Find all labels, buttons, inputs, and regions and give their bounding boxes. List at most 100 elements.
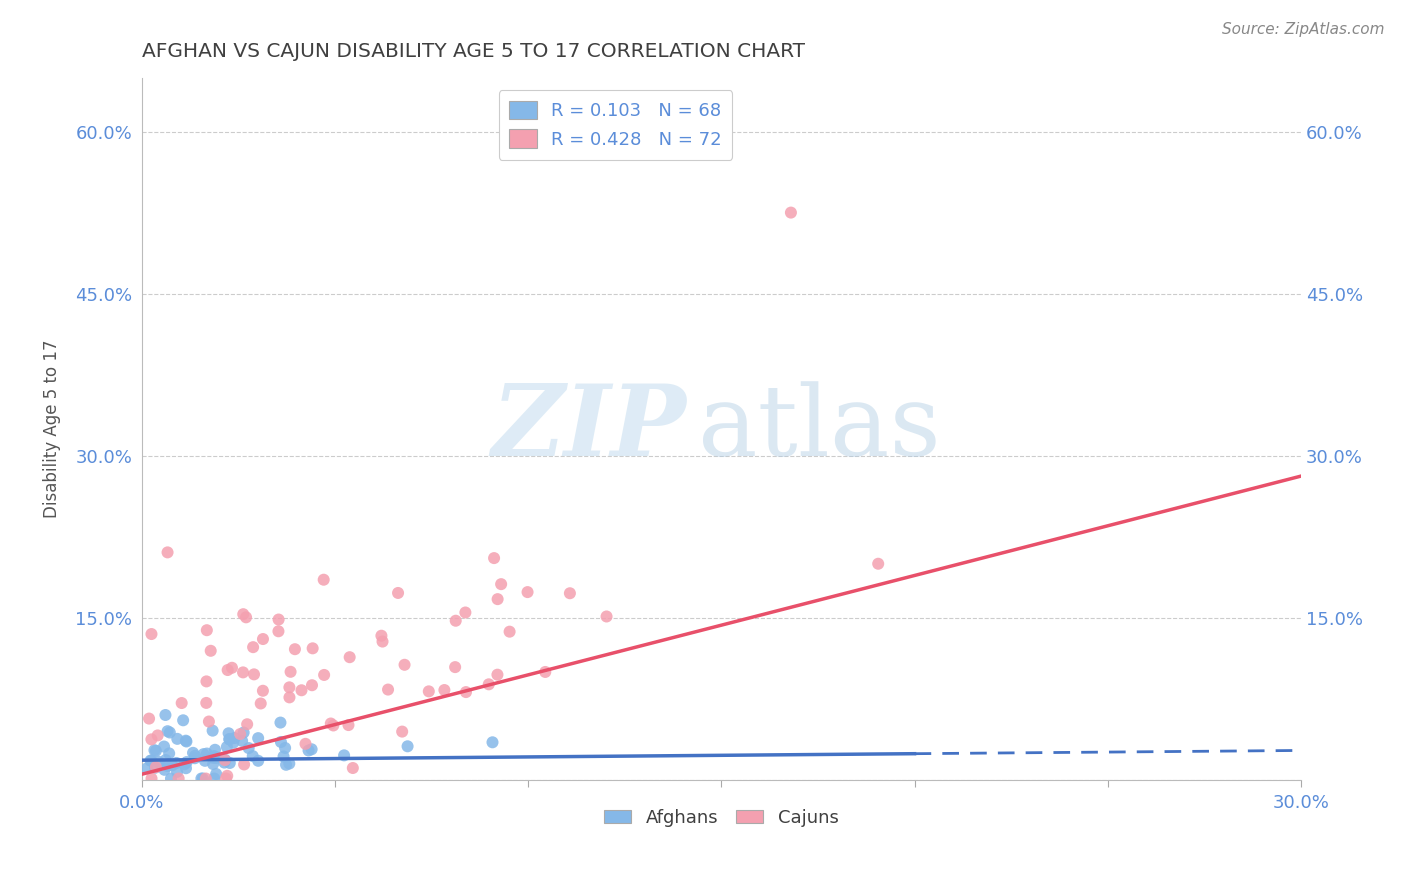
Point bbox=[322, 718, 344, 732]
Point bbox=[482, 551, 505, 566]
Point bbox=[433, 683, 456, 698]
Point bbox=[370, 629, 392, 643]
Point bbox=[221, 661, 243, 675]
Point bbox=[231, 734, 253, 748]
Point bbox=[166, 764, 188, 779]
Point bbox=[371, 634, 394, 648]
Point bbox=[174, 761, 197, 775]
Point bbox=[236, 717, 259, 731]
Point bbox=[516, 585, 538, 599]
Point bbox=[146, 728, 169, 742]
Point bbox=[215, 739, 238, 754]
Point bbox=[301, 678, 323, 692]
Point bbox=[280, 665, 302, 679]
Point bbox=[156, 724, 179, 739]
Point bbox=[418, 684, 440, 698]
Point bbox=[157, 747, 180, 761]
Point bbox=[170, 696, 193, 710]
Point bbox=[145, 744, 167, 758]
Point bbox=[314, 668, 336, 682]
Text: AFGHAN VS CAJUN DISABILITY AGE 5 TO 17 CORRELATION CHART: AFGHAN VS CAJUN DISABILITY AGE 5 TO 17 C… bbox=[142, 42, 804, 61]
Point bbox=[176, 755, 198, 769]
Point bbox=[233, 757, 256, 772]
Point bbox=[278, 681, 301, 695]
Point bbox=[224, 731, 246, 745]
Point bbox=[195, 624, 218, 638]
Point bbox=[243, 667, 266, 681]
Point bbox=[396, 739, 419, 754]
Point bbox=[193, 747, 215, 761]
Point bbox=[145, 760, 167, 774]
Point bbox=[218, 756, 240, 770]
Point bbox=[155, 708, 177, 723]
Point bbox=[342, 761, 364, 775]
Point bbox=[249, 697, 271, 711]
Point bbox=[394, 657, 416, 672]
Point bbox=[156, 545, 179, 559]
Point bbox=[235, 610, 257, 624]
Point bbox=[173, 757, 195, 772]
Point bbox=[166, 756, 188, 770]
Point bbox=[136, 761, 159, 775]
Point bbox=[184, 751, 207, 765]
Point bbox=[489, 577, 512, 591]
Point bbox=[141, 627, 163, 641]
Point bbox=[274, 741, 297, 756]
Point bbox=[290, 683, 312, 698]
Point bbox=[498, 624, 520, 639]
Point bbox=[217, 769, 239, 783]
Point bbox=[153, 739, 176, 754]
Point bbox=[391, 724, 413, 739]
Point bbox=[202, 749, 225, 764]
Point bbox=[191, 772, 214, 786]
Point bbox=[138, 712, 160, 726]
Point bbox=[387, 586, 409, 600]
Point bbox=[267, 624, 290, 639]
Point bbox=[141, 754, 163, 768]
Point bbox=[534, 665, 557, 679]
Point bbox=[195, 747, 218, 761]
Point bbox=[155, 753, 177, 767]
Point bbox=[333, 748, 356, 763]
Text: Source: ZipAtlas.com: Source: ZipAtlas.com bbox=[1222, 22, 1385, 37]
Point bbox=[780, 205, 803, 219]
Point bbox=[202, 757, 225, 772]
Point bbox=[595, 609, 617, 624]
Point bbox=[558, 586, 581, 600]
Text: atlas: atlas bbox=[699, 381, 941, 476]
Point bbox=[269, 715, 291, 730]
Point bbox=[176, 734, 198, 748]
Point bbox=[284, 642, 307, 657]
Point bbox=[301, 641, 323, 656]
Point bbox=[377, 682, 399, 697]
Point bbox=[172, 714, 194, 728]
Point bbox=[247, 731, 270, 745]
Point bbox=[232, 725, 254, 739]
Y-axis label: Disability Age 5 to 17: Disability Age 5 to 17 bbox=[44, 339, 60, 518]
Point bbox=[242, 749, 264, 764]
Point bbox=[339, 650, 361, 665]
Point bbox=[337, 718, 360, 732]
Point bbox=[201, 750, 224, 764]
Point bbox=[444, 660, 467, 674]
Point bbox=[218, 732, 240, 747]
Point bbox=[301, 742, 323, 756]
Point bbox=[195, 674, 218, 689]
Point bbox=[141, 772, 163, 786]
Point bbox=[273, 749, 295, 764]
Text: ZIP: ZIP bbox=[492, 380, 686, 477]
Point bbox=[159, 725, 181, 739]
Point bbox=[217, 663, 239, 677]
Point bbox=[198, 714, 221, 729]
Point bbox=[214, 756, 236, 770]
Point bbox=[156, 759, 179, 773]
Point bbox=[195, 696, 218, 710]
Point bbox=[454, 606, 477, 620]
Point bbox=[267, 613, 290, 627]
Point bbox=[194, 754, 217, 768]
Point bbox=[167, 772, 190, 786]
Point bbox=[184, 748, 207, 763]
Point bbox=[297, 743, 319, 757]
Point bbox=[294, 737, 316, 751]
Point bbox=[194, 772, 217, 786]
